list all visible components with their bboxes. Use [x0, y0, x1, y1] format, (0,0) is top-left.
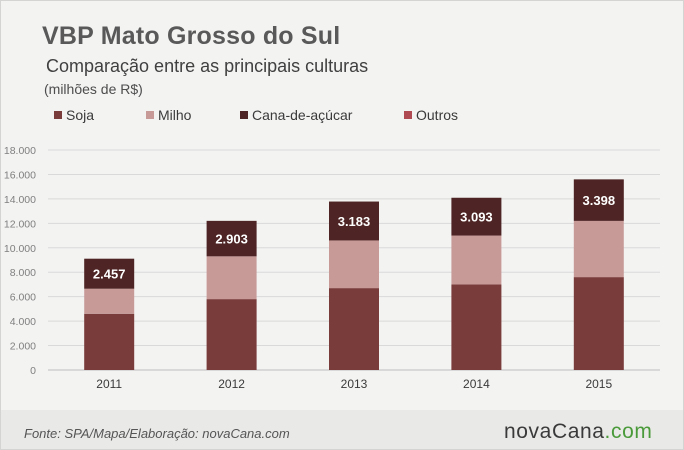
legend-item-cana: Cana-de-açúcar: [240, 107, 352, 123]
bar-cana-de-a-car-2011: [84, 258, 135, 289]
data-label-2012: 2.903: [215, 232, 248, 247]
bar-milho-2011: [84, 288, 135, 314]
footer-band: [1, 410, 683, 449]
bar-milho-2014: [451, 235, 502, 285]
x-tick-label: 2015: [585, 377, 612, 391]
logo-suffix: .com: [604, 420, 653, 443]
chart-subtitle: Comparação entre as principais culturas: [46, 56, 369, 76]
bar-milho-2015: [573, 220, 624, 278]
y-axis-ticks: 0 2.000 4.000 6.000 8.000 10.000 12.000 14.000 1…: [4, 145, 36, 377]
legend-item-milho: Milho: [146, 107, 191, 123]
y-tick-label: 0: [30, 365, 36, 377]
bar-soja-2013: [329, 288, 379, 370]
y-tick-label: 8.000: [10, 267, 36, 279]
bar-milho-2013: [329, 240, 379, 289]
legend-swatch-soja: [54, 111, 62, 119]
legend-label-cana: Cana-de-açúcar: [252, 107, 353, 123]
legend-swatch-outros: [404, 111, 412, 119]
legend-label-milho: Milho: [158, 107, 192, 123]
legend-swatch-cana: [240, 111, 248, 119]
y-tick-label: 2.000: [10, 341, 36, 353]
x-tick-label: 2014: [463, 377, 490, 391]
source-note: Fonte: SPA/Mapa/Elaboração: novaCana.com: [24, 426, 290, 441]
bar-soja-2014: [451, 284, 502, 370]
legend-item-outros: Outros: [404, 107, 458, 123]
y-tick-label: 10.000: [4, 243, 36, 255]
chart-title: VBP Mato Grosso do Sul: [42, 22, 341, 50]
legend-label-outros: Outros: [416, 107, 459, 123]
bar-cana-de-a-car-2013: [329, 201, 379, 241]
bar-soja-2015: [573, 277, 624, 370]
data-label-2013: 3.183: [338, 214, 371, 229]
legend-item-soja: Soja: [54, 107, 94, 123]
logo-text: novaCana: [504, 420, 605, 443]
bar-cana-de-a-car-2012: [206, 220, 257, 257]
bar-milho-2012: [206, 256, 257, 300]
x-tick-label: 2013: [341, 377, 368, 391]
x-tick-label: 2012: [218, 377, 245, 391]
data-labels: 2.457 2.903 3.183 3.093 3.398: [93, 193, 615, 282]
bars: [84, 179, 624, 370]
y-tick-label: 4.000: [10, 316, 36, 328]
y-tick-label: 6.000: [10, 292, 36, 304]
x-axis-ticks: 2011 2012 2013 2014 2015: [96, 377, 612, 391]
y-tick-label: 18.000: [4, 145, 36, 157]
bar-soja-2011: [84, 313, 135, 370]
y-tick-label: 14.000: [4, 194, 36, 206]
y-tick-label: 16.000: [4, 169, 36, 181]
bar-soja-2012: [206, 299, 257, 370]
data-label-2014: 3.093: [460, 210, 493, 225]
y-tick-label: 12.000: [4, 218, 36, 230]
unit-label: (milhões de R$): [44, 81, 143, 97]
novacana-logo: novaCana.com: [504, 420, 652, 444]
bar-cana-de-a-car-2015: [573, 179, 624, 221]
legend-label-soja: Soja: [66, 107, 95, 123]
data-label-2015: 3.398: [583, 193, 616, 208]
x-tick-label: 2011: [96, 377, 122, 391]
stacked-bar-chart: 0 2.000 4.000 6.000 8.000 10.000 12.000 14.000 1…: [4, 145, 660, 391]
bar-cana-de-a-car-2014: [451, 197, 502, 236]
legend-swatch-milho: [146, 111, 154, 119]
data-label-2011: 2.457: [93, 267, 126, 282]
